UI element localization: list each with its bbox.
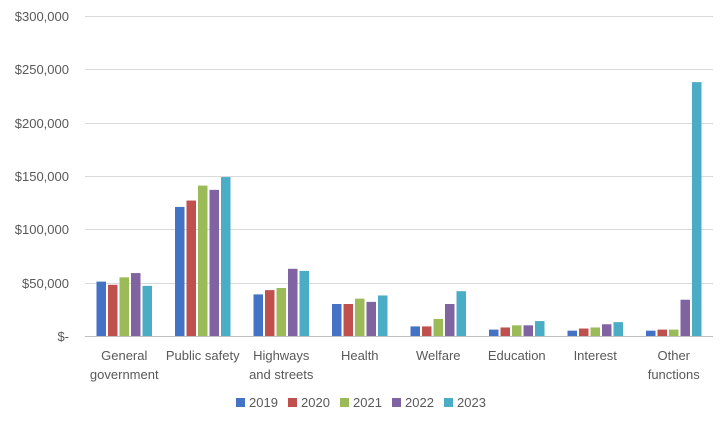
x-category-label-line: functions (648, 367, 701, 382)
bar-2023-education (535, 321, 545, 336)
bar-2022-other-functions (680, 299, 690, 336)
y-tick-label: $50,000 (22, 276, 69, 291)
x-category-label-line: General (101, 348, 147, 363)
bar-2021-education (512, 325, 522, 336)
bar-2019-health (332, 304, 342, 336)
bar-2020-general-government (108, 284, 118, 336)
bar-2020-interest (579, 328, 589, 336)
bar-2022-highways-and-streets (288, 268, 298, 336)
legend-label: 2020 (301, 395, 330, 410)
bar-2023-general-government (142, 285, 152, 336)
bar-2021-general-government (119, 277, 129, 336)
bar-2019-public-safety (175, 206, 185, 336)
bar-2022-general-government (131, 273, 141, 336)
y-tick-label: $300,000 (15, 9, 69, 24)
bar-2020-highways-and-streets (265, 290, 275, 336)
x-category-label: Public safety (166, 348, 240, 363)
legend-swatch (340, 398, 349, 407)
legend-item-2022: 2022 (392, 395, 434, 410)
bar-2022-interest (602, 324, 612, 336)
bar-2020-other-functions (657, 329, 667, 336)
x-category-label: General government (90, 348, 159, 382)
bar-2019-education (489, 329, 499, 336)
bar-2021-interest (590, 327, 600, 336)
legend-item-2023: 2023 (444, 395, 486, 410)
bar-2023-welfare (456, 291, 466, 336)
bar-2020-welfare (422, 326, 432, 336)
x-category-label-line: and streets (249, 367, 314, 382)
x-category-label: Highways and streets (249, 348, 314, 382)
x-category-label-line: Health (341, 348, 379, 363)
x-category-label: Education (488, 348, 546, 363)
bar-2023-health (378, 295, 388, 336)
bar-2022-health (366, 301, 376, 336)
bar-2023-public-safety (221, 177, 231, 336)
legend-swatch (288, 398, 297, 407)
bar-2019-other-functions (646, 330, 656, 336)
bar-2021-welfare (433, 318, 443, 336)
bar-2023-other-functions (692, 82, 702, 336)
y-tick-label: $100,000 (15, 222, 69, 237)
x-category-label: Interest (574, 348, 618, 363)
bar-2021-highways-and-streets (276, 288, 286, 336)
x-category-label: Welfare (416, 348, 461, 363)
bar-2019-welfare (410, 326, 420, 336)
bar-2019-highways-and-streets (253, 294, 263, 336)
bar-2019-general-government (96, 281, 106, 336)
legend: 2019 2020 2021 2022 2023 (236, 395, 486, 410)
bar-2023-interest (613, 322, 623, 336)
bar-2022-education (523, 325, 533, 336)
x-category-label-line: Welfare (416, 348, 461, 363)
bar-2020-education (500, 327, 510, 336)
x-category-label: Other functions (648, 348, 701, 382)
y-tick-label: $200,000 (15, 116, 69, 131)
legend-swatch (236, 398, 245, 407)
legend-swatch (444, 398, 453, 407)
legend-swatch (392, 398, 401, 407)
legend-label: 2023 (457, 395, 486, 410)
legend-item-2020: 2020 (288, 395, 330, 410)
x-category-label-line: government (90, 367, 159, 382)
bar-2021-public-safety (198, 185, 208, 336)
y-axis-tick-labels: $- $50,000 $100,000 $150,000 $200,000 $250,00… (15, 9, 69, 344)
legend-label: 2022 (405, 395, 434, 410)
bar-2020-public-safety (186, 200, 196, 336)
bars (96, 82, 702, 336)
x-category-label-line: Education (488, 348, 546, 363)
bar-2022-welfare (445, 304, 455, 336)
bar-2020-health (343, 304, 353, 336)
bar-2021-other-functions (669, 329, 679, 336)
legend-item-2019: 2019 (236, 395, 278, 410)
bar-2021-health (355, 298, 365, 336)
bar-2022-public-safety (209, 189, 219, 336)
x-axis-category-labels: General government Public safety Highways an… (90, 348, 700, 382)
legend-label: 2021 (353, 395, 382, 410)
x-category-label-line: Public safety (166, 348, 240, 363)
bar-2023-highways-and-streets (299, 270, 309, 336)
legend-label: 2019 (249, 395, 278, 410)
y-tick-label: $150,000 (15, 169, 69, 184)
y-tick-label: $- (57, 329, 69, 344)
x-category-label-line: Highways (253, 348, 310, 363)
x-category-label-line: Interest (574, 348, 618, 363)
bar-2019-interest (567, 330, 577, 336)
x-category-label: Health (341, 348, 379, 363)
y-tick-label: $250,000 (15, 62, 69, 77)
legend-item-2021: 2021 (340, 395, 382, 410)
x-category-label-line: Other (657, 348, 690, 363)
